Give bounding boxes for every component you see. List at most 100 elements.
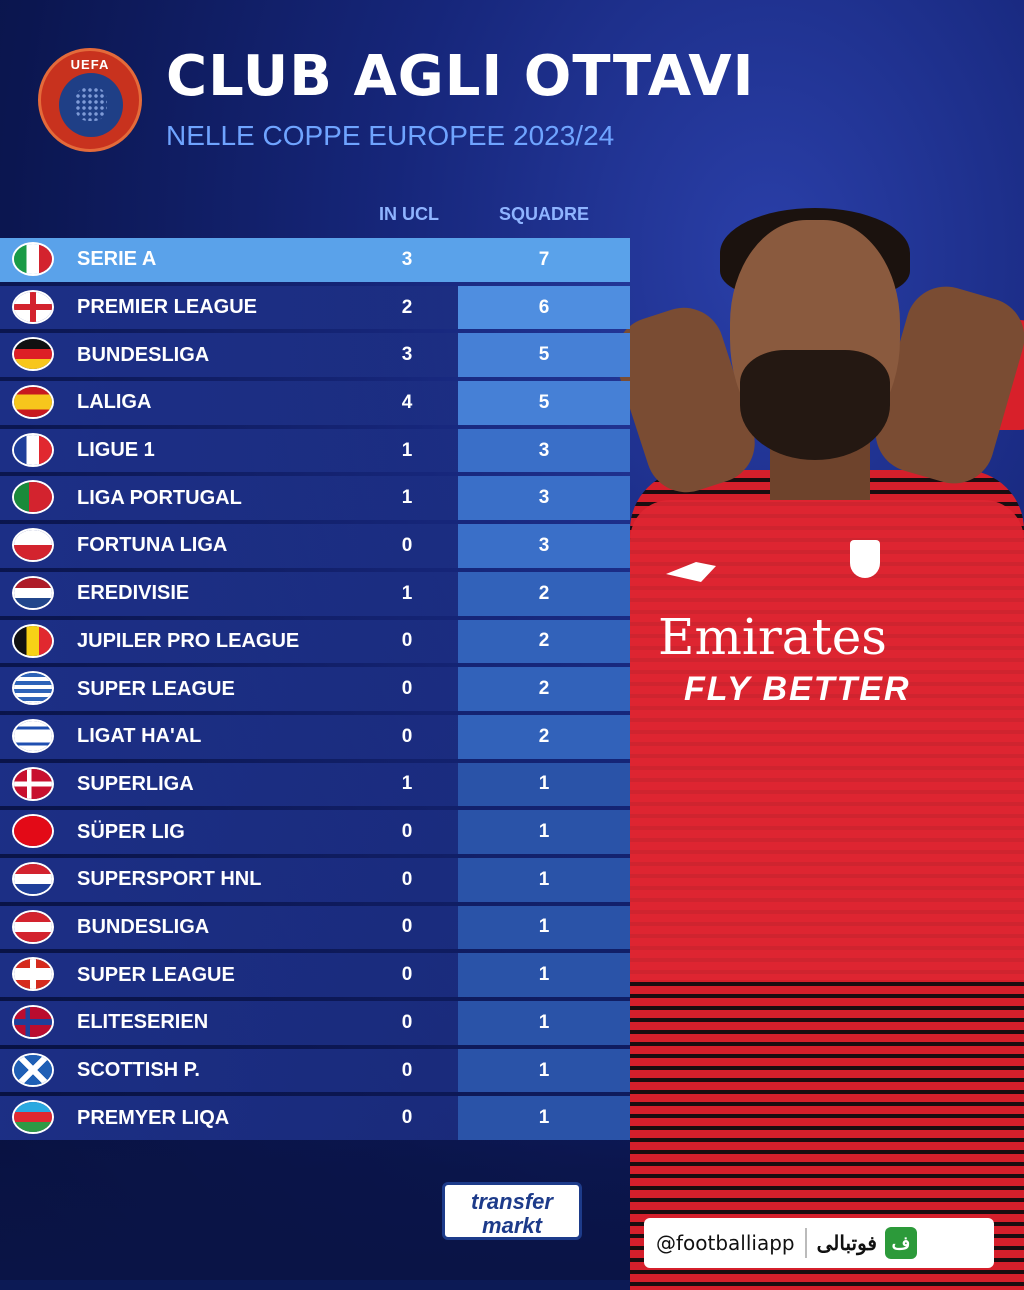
- social-handle-badge: @footballiapp فوتبالی ف: [644, 1218, 994, 1268]
- squadre-cell-background: [458, 381, 630, 425]
- france-flag-icon: [12, 432, 54, 467]
- italy-flag-icon: [12, 242, 54, 276]
- ucl-count: 0: [401, 916, 413, 938]
- league-name: BUNDESLIGA: [77, 343, 210, 366]
- squadre-count: 1: [538, 1011, 550, 1033]
- ucl-count: 1: [401, 487, 413, 509]
- row-background: [0, 381, 458, 425]
- ucl-count: 0: [401, 725, 413, 747]
- ucl-count: 0: [401, 1107, 413, 1129]
- squadre-count: 2: [538, 725, 550, 747]
- squadre-cell-background: [458, 238, 630, 282]
- league-name: SÜPER LIG: [77, 820, 185, 843]
- jersey-tagline: FLY BETTER: [684, 670, 911, 708]
- row-background: [0, 571, 458, 616]
- row-background: [0, 810, 458, 854]
- league-name: FORTUNA LIGA: [77, 534, 228, 557]
- player-beard: [740, 350, 890, 460]
- uefa-logo-text: UEFA: [70, 57, 110, 72]
- ucl-count: 0: [401, 1059, 413, 1081]
- table-row: BUNDESLIGA 3 5: [0, 331, 630, 379]
- transfermarkt-logo-line2: markt: [482, 1213, 542, 1238]
- squadre-cell-background: [458, 428, 630, 473]
- squadre-count: 1: [538, 916, 550, 938]
- table-row: SERIE A 3 7: [0, 236, 630, 284]
- table-row: LALIGA 4 5: [0, 379, 630, 427]
- table-row: PREMYER LIQA 0 1: [0, 1094, 630, 1142]
- league-name: LALIGA: [77, 391, 152, 414]
- denmark-flag-icon: [12, 766, 54, 801]
- league-name: PREMIER LEAGUE: [77, 296, 258, 319]
- ucl-count: 0: [401, 534, 413, 556]
- jersey-sponsor: Emirates: [658, 608, 887, 666]
- row-background: [0, 476, 458, 521]
- ucl-count: 3: [401, 248, 413, 270]
- squadre-cell-background: [458, 953, 630, 997]
- league-table: SERIE A 3 7 PREMIER LEAGUE 2 6 BUNDESLIGA 3 5 LAL…: [0, 236, 630, 1142]
- squadre-count: 1: [538, 821, 550, 843]
- page-title: CLUB AGLI OTTAVI: [166, 44, 755, 109]
- greece-flag-icon: [12, 671, 54, 706]
- scotland-flag-icon: [12, 1052, 54, 1087]
- ucl-count: 0: [401, 964, 413, 986]
- row-background: [0, 238, 458, 282]
- austria-flag-icon: [12, 909, 54, 944]
- ucl-count: 2: [401, 296, 413, 318]
- row-background: [0, 1096, 458, 1141]
- ucl-count: 1: [401, 582, 413, 604]
- squadre-count: 5: [538, 391, 550, 413]
- league-name: SERIE A: [77, 248, 157, 271]
- squadre-cell-background: [458, 571, 630, 616]
- squadre-cell-background: [458, 1096, 630, 1141]
- squadre-cell-background: [458, 762, 630, 807]
- brand-name: فوتبالی: [816, 1232, 877, 1255]
- table-row: LIGAT HA'AL 0 2: [0, 713, 630, 761]
- ucl-count: 0: [401, 868, 413, 890]
- ucl-count: 1: [401, 439, 413, 461]
- column-header-ucl: IN UCL: [379, 204, 439, 224]
- social-handle: @footballiapp: [656, 1231, 795, 1255]
- league-name: ELITESERIEN: [77, 1011, 209, 1034]
- table-row: SUPER LEAGUE 0 2: [0, 665, 630, 713]
- squadre-cell-background: [458, 333, 630, 378]
- row-background: [0, 619, 458, 664]
- row-background: [0, 857, 458, 902]
- squadre-count: 3: [538, 487, 550, 509]
- squadre-count: 1: [538, 1107, 550, 1129]
- league-name: SUPER LEAGUE: [77, 963, 235, 986]
- ucl-count: 1: [401, 773, 413, 795]
- column-header-squadre: SQUADRE: [498, 204, 589, 224]
- england-flag-icon: [12, 289, 54, 324]
- squadre-cell-background: [458, 857, 630, 902]
- ucl-count: 4: [401, 391, 413, 413]
- league-name: BUNDESLIGA: [77, 915, 210, 938]
- league-name: EREDIVISIE: [77, 582, 190, 605]
- squadre-cell-background: [458, 476, 630, 521]
- league-name: PREMYER LIQA: [77, 1106, 230, 1129]
- table-row: SUPER LEAGUE 0 1: [0, 951, 630, 999]
- squadre-cell-background: [458, 1048, 630, 1093]
- table-row: SUPERSPORT HNL 0 1: [0, 856, 630, 904]
- league-name: LIGAT HA'AL: [77, 725, 202, 748]
- table-row: FORTUNA LIGA 0 3: [0, 522, 630, 570]
- table-row: LIGUE 1 1 3: [0, 427, 630, 475]
- league-name: SCOTTISH P.: [77, 1059, 200, 1082]
- squadre-count: 1: [538, 1059, 550, 1081]
- azerbaijan-flag-icon: [12, 1100, 54, 1135]
- table-row: ELITESERIEN 0 1: [0, 999, 630, 1047]
- row-background: [0, 762, 458, 807]
- row-background: [0, 333, 458, 378]
- row-background: [0, 905, 458, 950]
- belgium-flag-icon: [12, 623, 54, 658]
- squadre-count: 3: [538, 439, 550, 461]
- squadre-count: 2: [538, 582, 550, 604]
- club-crest-icon: [850, 540, 880, 578]
- row-background: [0, 428, 458, 473]
- europe-map-icon: [59, 73, 123, 137]
- portugal-flag-icon: [12, 480, 54, 515]
- table-row: BUNDESLIGA 0 1: [0, 904, 630, 952]
- turkey-flag-icon: [12, 814, 54, 849]
- divider: [804, 1228, 807, 1258]
- league-name: SUPERLIGA: [77, 772, 194, 795]
- page-subtitle: NELLE COPPE EUROPEE 2023/24: [166, 120, 615, 151]
